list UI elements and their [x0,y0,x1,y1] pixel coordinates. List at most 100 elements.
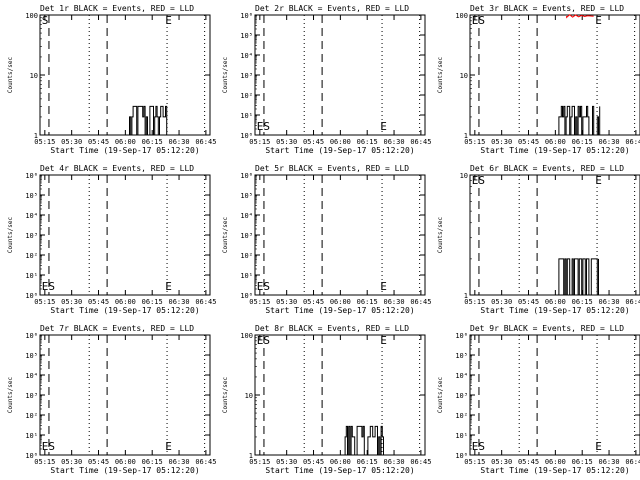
y-tick-label: 10¹ [25,432,38,440]
x-tick-label: 06:00 [545,458,566,466]
x-tick-label: 06:30 [169,138,190,146]
x-tick-label: 05:30 [61,298,82,306]
x-tick-label: 05:45 [518,138,539,146]
y-tick-label: 10² [25,252,38,260]
y-tick-label: 10¹ [25,272,38,280]
plot-frame [254,174,426,296]
x-tick-label: 05:30 [491,458,512,466]
y-tick-label: 10¹ [455,432,468,440]
y-tick-label: 10⁰ [240,292,253,300]
y-tick-label: 100 [455,12,468,20]
y-tick-label: 10³ [25,232,38,240]
x-tick-label: 06:45 [195,298,216,306]
x-tick-label: 05:15 [34,298,55,306]
y-axis-label: Counts/sec [222,57,229,94]
x-tick-label: 05:45 [518,298,539,306]
x-tick-label: 06:00 [330,458,351,466]
panel-det-5: Det 5r BLACK = Events, RED = LLD 10⁰ 10¹ 10… [222,164,431,315]
y-tick-label: 10 [460,72,468,80]
x-tick-label: 05:45 [88,298,109,306]
x-tick-label: 06:00 [115,458,136,466]
events-trace [557,258,599,296]
y-tick-label: 10⁶ [25,172,38,180]
y-tick-label: 10⁴ [25,212,38,220]
panel-title: Det 6r BLACK = Events, RED = LLD [470,164,624,173]
x-tick-label: 06:30 [169,458,190,466]
y-axis-label: Counts/sec [222,377,229,414]
x-tick-label: 06:15 [142,138,163,146]
plot-frame [469,14,640,136]
y-tick-label: 10⁶ [455,332,468,340]
x-tick-label: 05:45 [88,458,109,466]
y-tick-label: 10⁶ [25,332,38,340]
y-tick-label: 10 [460,172,468,180]
y-tick-label: 10⁵ [25,352,38,360]
x-tick-label: 06:00 [330,138,351,146]
y-tick-label: 10³ [240,232,253,240]
x-tick-label: 06:45 [625,458,640,466]
y-tick-label: 10⁰ [25,292,38,300]
panel-title: Det 2r BLACK = Events, RED = LLD [255,4,409,13]
y-tick-label: 10⁵ [240,192,253,200]
marker-es: ES [472,440,485,453]
marker-es: ES [257,280,270,293]
x-tick-label: 06:45 [410,458,431,466]
panel-det-7: Det 7r BLACK = Events, RED = LLD 10⁰ 10¹ 10… [7,324,216,475]
x-tick-label: 05:30 [61,138,82,146]
x-tick-label: 05:45 [518,458,539,466]
x-tick-label: 05:15 [464,458,485,466]
x-axis-label: Start Time (19-Sep-17 05:12:20) [50,466,199,475]
plot-frame [39,334,211,456]
x-tick-label: 05:15 [34,138,55,146]
x-axis-label: Start Time (19-Sep-17 05:12:20) [50,306,199,315]
y-tick-label: 10¹ [240,272,253,280]
x-tick-label: 06:30 [384,298,405,306]
x-tick-label: 06:30 [599,298,620,306]
panel-det-6: Det 6r BLACK = Events, RED = LLD 1 10 Count… [437,164,640,315]
panel-det-4: Det 4r BLACK = Events, RED = LLD 10⁰ 10¹ 10… [7,164,216,315]
panel-det-8: Det 8r BLACK = Events, RED = LLD 1 10 100 Co… [222,324,431,475]
x-tick-label: 05:30 [276,298,297,306]
panel-det-2: Det 2r BLACK = Events, RED = LLD 10⁰ 10¹ 10… [222,4,431,155]
x-tick-label: 05:45 [303,138,324,146]
y-tick-label: 10⁵ [25,192,38,200]
y-tick-label: 10⁵ [455,352,468,360]
y-tick-label: 10³ [25,392,38,400]
plot-frame [469,174,640,296]
y-tick-label: 1 [34,132,38,140]
panel-det-1: Det 1r BLACK = Events, RED = LLD 1 10 100 Co… [7,4,216,155]
plot-frame [469,334,640,456]
y-tick-label: 10 [30,72,38,80]
marker-s: S [42,14,49,27]
x-tick-label: 05:45 [88,138,109,146]
x-tick-label: 05:15 [249,298,270,306]
x-axis-label: Start Time (19-Sep-17 05:12:20) [50,146,199,155]
y-tick-label: 10² [25,412,38,420]
x-tick-label: 05:30 [491,298,512,306]
panel-title: Det 1r BLACK = Events, RED = LLD [40,4,194,13]
y-tick-label: 100 [240,332,253,340]
x-tick-label: 05:45 [303,298,324,306]
y-tick-label: 1 [464,132,468,140]
x-axis-label: Start Time (19-Sep-17 05:12:20) [265,306,414,315]
y-tick-label: 10⁴ [25,372,38,380]
y-tick-label: 10³ [240,72,253,80]
y-tick-label: 1 [464,292,468,300]
y-tick-label: 10² [455,412,468,420]
x-tick-label: 06:15 [572,138,593,146]
x-tick-label: 05:15 [249,138,270,146]
x-axis-label: Start Time (19-Sep-17 05:12:20) [480,466,629,475]
y-tick-label: 1 [249,452,253,460]
marker-es: ES [42,440,55,453]
x-tick-label: 06:00 [115,138,136,146]
x-tick-label: 05:15 [249,458,270,466]
x-tick-label: 06:15 [142,298,163,306]
x-tick-label: 05:30 [61,458,82,466]
lld-trace [566,14,594,19]
y-tick-label: 100 [25,12,38,20]
plot-frame [254,334,426,456]
y-axis-label: Counts/sec [7,377,14,414]
panel-title: Det 8r BLACK = Events, RED = LLD [255,324,409,333]
plot-frame [39,14,211,136]
